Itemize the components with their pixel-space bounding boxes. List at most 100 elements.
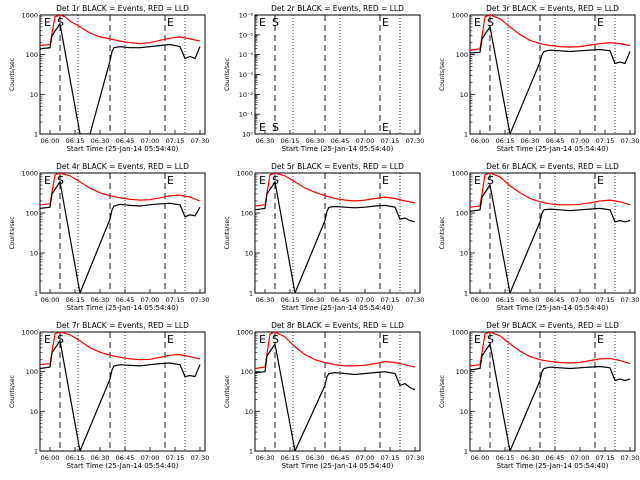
y-tick-label: 10 [245, 408, 253, 416]
event-marker-label: S [57, 333, 64, 346]
panel-title: Det 6r BLACK = Events, RED = LLD [486, 162, 619, 171]
x-tick-label: 07:30 [191, 137, 210, 145]
x-tick-label: 06:30 [521, 454, 540, 462]
y-tick-label: 100 [241, 368, 253, 376]
y-tick-label: 1 [34, 290, 38, 298]
events-series-line [255, 180, 416, 293]
panel-title: Det 4r BLACK = Events, RED = LLD [56, 162, 189, 171]
event-marker-label: E [259, 121, 266, 134]
event-marker-label: E [259, 174, 266, 187]
y-tick-label: 100 [456, 51, 468, 59]
detector-panel-9: Det 9r BLACK = Events, RED = LLD 1 10 100 10… [439, 321, 639, 470]
x-tick-label: 07:30 [621, 296, 640, 304]
plot-area [255, 332, 416, 451]
y-tick-label: 1000 [21, 170, 38, 178]
plot-frame [39, 172, 206, 294]
x-tick-label: 06:45 [331, 296, 350, 304]
plot-area [274, 15, 401, 134]
y-tick-label: 100 [456, 210, 468, 218]
x-tick-label: 06:45 [546, 296, 565, 304]
y-tick-label: 10 [30, 250, 38, 258]
y-tick-label: 10 [30, 91, 38, 99]
plot-area [40, 332, 201, 451]
lld-series-line [470, 332, 631, 367]
x-tick-label: 06:30 [256, 454, 275, 462]
y-tick-label: 10⁻² [239, 91, 254, 99]
y-tick-label: 10⁰ [242, 131, 253, 139]
event-marker-label: S [272, 121, 279, 134]
y-tick-label: 1 [464, 448, 468, 456]
x-tick-label: 07:30 [191, 296, 210, 304]
detector-panel-6: Det 6r BLACK = Events, RED = LLD 1 10 100 10… [439, 162, 639, 312]
x-tick-label: 07:00 [141, 137, 160, 145]
x-tick-label: 06:30 [256, 296, 275, 304]
x-tick-label: 06:30 [306, 137, 325, 145]
y-tick-label: 10 [460, 408, 468, 416]
plot-frame [254, 172, 421, 294]
event-marker-label: E [597, 174, 604, 187]
event-marker-label: E [382, 16, 389, 29]
panel-title: Det 5r BLACK = Events, RED = LLD [271, 162, 404, 171]
x-axis-label: Start Time (25-Jan-14 05:54:40) [67, 462, 179, 470]
x-tick-label: 07:00 [571, 454, 590, 462]
x-tick-label: 07:30 [406, 137, 425, 145]
detector-panel-4: Det 4r BLACK = Events, RED = LLD 1 10 100 10… [9, 162, 209, 312]
x-tick-label: 06:45 [331, 137, 350, 145]
x-axis-label: Start Time (25-Jan-14 05:54:40) [67, 145, 179, 153]
y-tick-label: 100 [26, 210, 38, 218]
y-axis-label: Counts/sec [9, 375, 16, 408]
event-marker-label: S [487, 16, 494, 29]
x-tick-label: 07:30 [191, 454, 210, 462]
event-marker-label: S [57, 16, 64, 29]
detector-panel-7: Det 7r BLACK = Events, RED = LLD 1 10 100 10… [9, 321, 209, 470]
plot-frame [254, 14, 421, 135]
detector-panel-1: Det 1r BLACK = Events, RED = LLD 1 10 100 10… [9, 4, 209, 153]
event-marker-label: E [382, 174, 389, 187]
y-axis-label: Counts/sec [9, 216, 16, 249]
x-tick-label: 06:45 [546, 454, 565, 462]
plot-frame [469, 331, 636, 452]
x-tick-label: 06:45 [331, 454, 350, 462]
plot-frame [254, 331, 421, 452]
detector-panel-8: Det 8r BLACK = Events, RED = LLD 1 10 100 10… [224, 321, 424, 470]
x-tick-label: 06:00 [471, 137, 490, 145]
y-tick-label: 10⁻⁴ [239, 51, 254, 59]
event-marker-label: S [272, 333, 279, 346]
x-tick-label: 06:45 [116, 296, 135, 304]
detector-panel-2: Det 2r BLACK = Events, RED = LLD 10⁰ 10⁻¹ 1… [224, 4, 424, 153]
x-tick-label: 07:15 [166, 137, 185, 145]
panel-title: Det 2r BLACK = Events, RED = LLD [271, 4, 404, 13]
panel-title: Det 8r BLACK = Events, RED = LLD [271, 321, 404, 330]
event-marker-label: E [259, 16, 266, 29]
event-marker-label: S [57, 174, 64, 187]
y-tick-label: 100 [26, 368, 38, 376]
events-series-line [470, 183, 631, 293]
x-tick-label: 06:00 [41, 137, 60, 145]
x-tick-label: 06:30 [256, 137, 275, 145]
x-tick-label: 07:00 [571, 296, 590, 304]
x-tick-label: 06:45 [546, 137, 565, 145]
event-marker-label: E [259, 333, 266, 346]
events-series-line [470, 342, 631, 451]
y-tick-label: 1000 [451, 12, 468, 20]
lld-series-line [40, 332, 201, 366]
y-tick-label: 10⁻⁶ [239, 12, 254, 20]
events-series-line [40, 339, 201, 451]
event-marker-label: S [487, 333, 494, 346]
lld-series-line [470, 15, 631, 51]
x-tick-label: 06:15 [66, 454, 85, 462]
y-tick-label: 1000 [236, 170, 253, 178]
plot-area [40, 173, 201, 293]
x-tick-label: 06:00 [471, 454, 490, 462]
lld-series-line [40, 15, 201, 47]
y-tick-label: 1 [249, 448, 253, 456]
x-tick-label: 07:15 [596, 137, 615, 145]
y-axis-label: Counts/sec [224, 58, 231, 91]
x-tick-label: 07:30 [406, 296, 425, 304]
x-tick-label: 07:00 [356, 296, 375, 304]
y-axis-label: Counts/sec [224, 375, 231, 408]
x-tick-label: 06:30 [306, 296, 325, 304]
x-tick-label: 06:30 [91, 296, 110, 304]
event-marker-label: E [474, 16, 481, 29]
x-tick-label: 07:00 [356, 137, 375, 145]
